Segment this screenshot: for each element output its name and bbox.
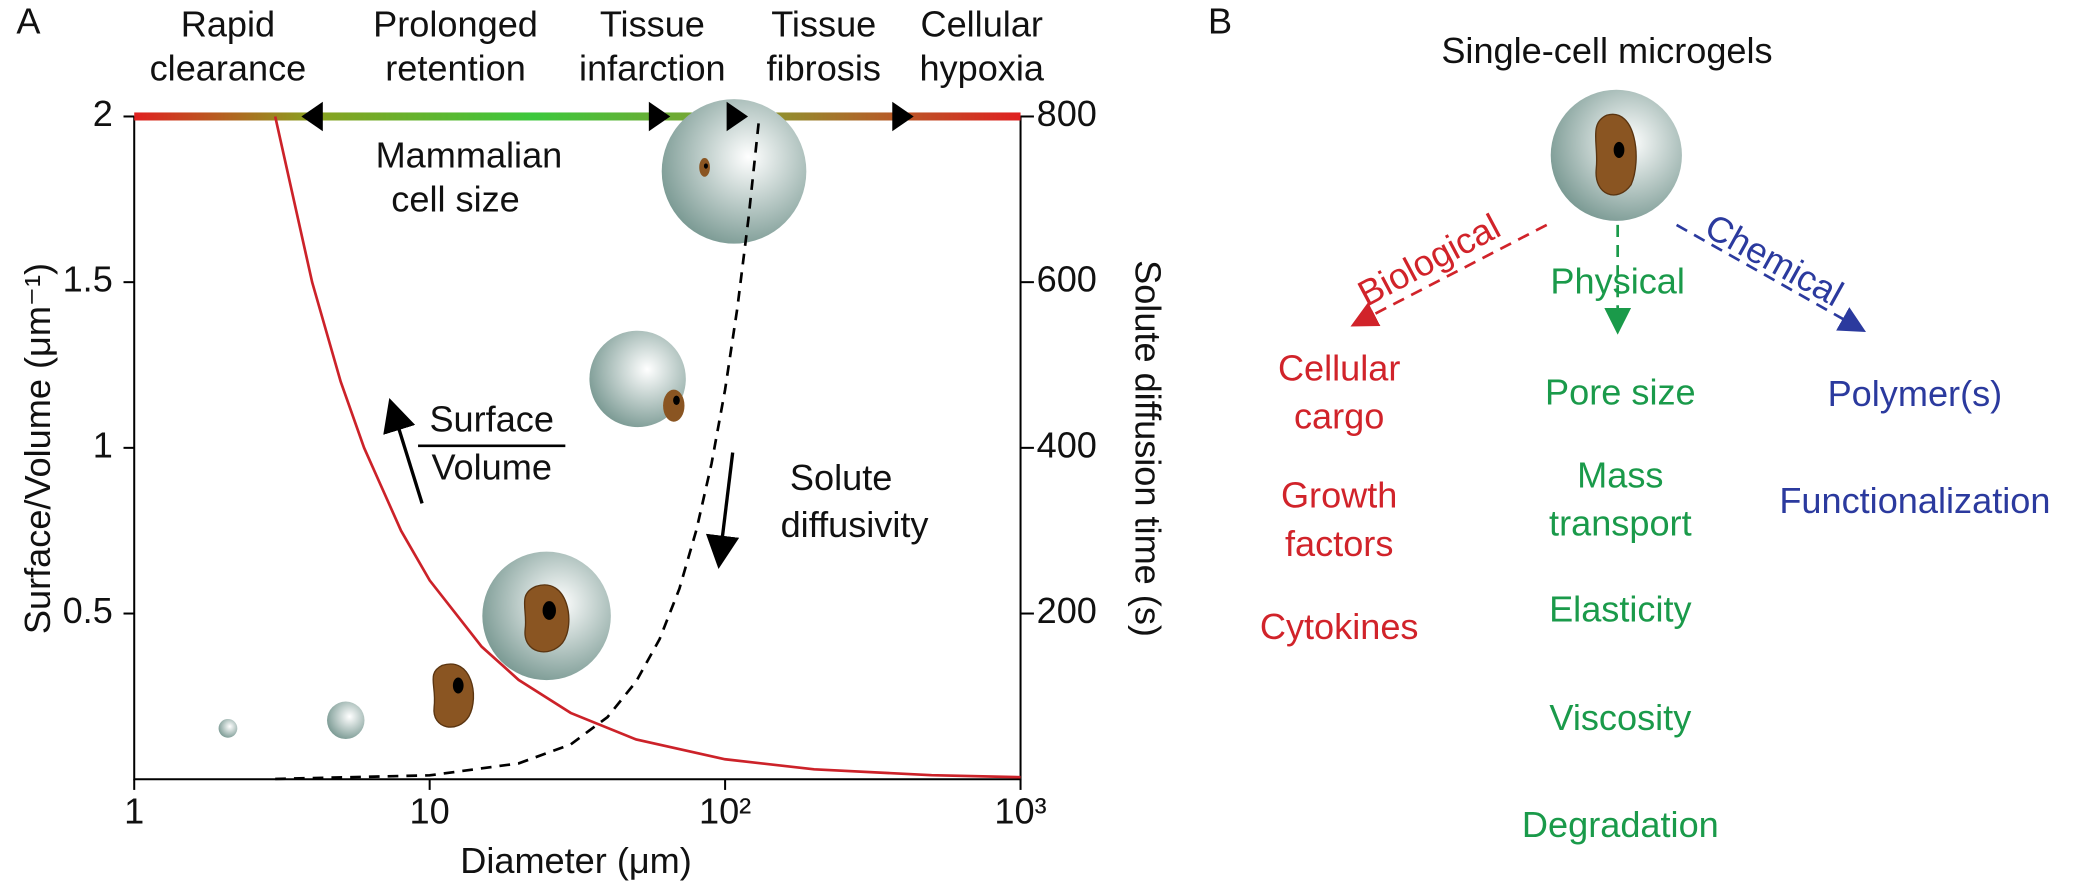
region-label: infarction <box>579 48 726 89</box>
region-label: Prolonged <box>373 3 538 44</box>
panel-label: A <box>16 1 41 42</box>
annotation: cell size <box>391 179 519 220</box>
data-line <box>273 116 1021 779</box>
panel-b: B Single-cell microgels Biological Physi… <box>1208 1 2050 845</box>
y-tick-label: 2 <box>93 93 113 134</box>
x-axis-label: Diameter (μm) <box>460 840 692 881</box>
diagram-title: Single-cell microgels <box>1441 30 1772 71</box>
region-label: Cellular <box>920 3 1042 44</box>
branch-item: Cytokines <box>1260 606 1419 647</box>
x-tick-label: 1 <box>124 791 144 832</box>
y2-tick-label: 200 <box>1037 590 1097 631</box>
branch-item: Elasticity <box>1549 588 1692 629</box>
branch-item: Viscosity <box>1549 697 1691 738</box>
y-axis-label: Surface/Volume (μm⁻¹) <box>17 263 58 634</box>
region-label: retention <box>385 48 526 89</box>
axes-frame <box>133 116 1022 781</box>
y-tick-label: 1.5 <box>63 259 113 300</box>
size-bar <box>134 112 1021 121</box>
y2-tick-label: 800 <box>1037 93 1097 134</box>
boundary-marker <box>726 101 749 132</box>
branch-arrow <box>1350 223 1548 327</box>
boundary-marker <box>648 101 671 132</box>
data-line <box>275 121 761 781</box>
nucleus <box>1613 141 1625 158</box>
region-label: clearance <box>150 48 307 89</box>
region-label: Tissue <box>600 3 705 44</box>
x-tick-label: 10³ <box>994 791 1046 832</box>
region-label: Rapid <box>181 3 275 44</box>
annotation: Solute <box>790 457 892 498</box>
branch-item: Degradation <box>1522 804 1719 845</box>
arrow <box>705 452 740 569</box>
branch-label: Chemical <box>1699 205 1851 314</box>
region-label: Tissue <box>771 3 876 44</box>
boundary-marker <box>892 101 914 132</box>
branch-item: Pore size <box>1545 372 1696 413</box>
branch-item: factors <box>1285 523 1393 564</box>
annotation: Volume <box>431 446 551 487</box>
boundary-marker <box>301 101 323 132</box>
annotation: Mammalian <box>376 135 563 176</box>
branch-item: cargo <box>1294 396 1384 437</box>
x-tick-label: 10 <box>410 791 450 832</box>
branch-label: Physical <box>1550 260 1685 301</box>
y2-axis-label: Solute diffusion time (s) <box>1128 260 1169 637</box>
x-tick-label: 10² <box>699 791 751 832</box>
panel-label: B <box>1208 1 1232 42</box>
branch-item: transport <box>1549 503 1692 544</box>
branch-item: Polymer(s) <box>1828 373 2003 414</box>
branch-item: Cellular <box>1278 347 1400 388</box>
branch-item: Growth <box>1281 475 1397 516</box>
branch-label: Biological <box>1351 205 1507 314</box>
y-tick-label: 0.5 <box>63 590 113 631</box>
panel-a: A Mammalian cell size Surface Volume Sol… <box>16 1 1168 881</box>
region-label: fibrosis <box>767 48 881 89</box>
y2-tick-label: 400 <box>1037 424 1097 465</box>
y-tick-label: 1 <box>93 424 113 465</box>
branch-item: Functionalization <box>1779 480 2050 521</box>
region-label: hypoxia <box>919 48 1044 89</box>
arrow <box>383 397 424 504</box>
annotation: Surface <box>429 398 553 439</box>
branch-arrow <box>1675 223 1867 332</box>
annotation: diffusivity <box>781 504 929 545</box>
y2-tick-label: 600 <box>1037 259 1097 300</box>
microgels <box>218 99 807 740</box>
branch-item: Mass <box>1577 455 1663 496</box>
